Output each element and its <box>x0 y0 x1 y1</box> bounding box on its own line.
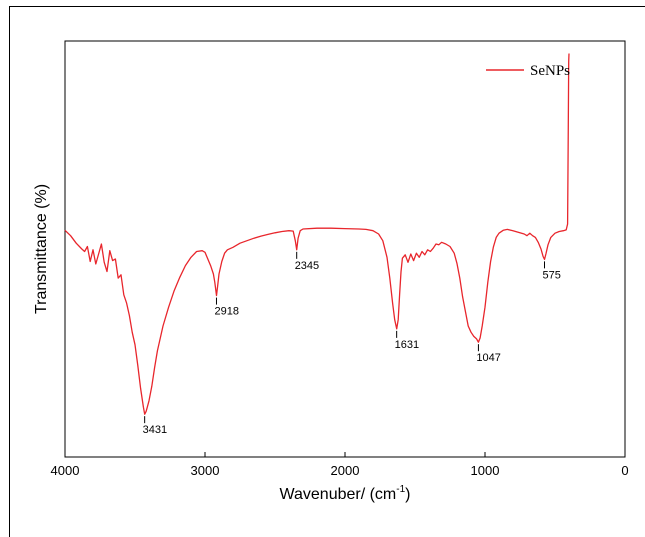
x-tick-label: 4000 <box>51 463 80 478</box>
x-tick-label: 2000 <box>331 463 360 478</box>
x-tick-label: 1000 <box>471 463 500 478</box>
peak-annotations: 3431 2918 2345 1631 1047 575 <box>143 251 561 436</box>
x-axis-ticks: 4000 3000 2000 1000 0 <box>51 452 629 478</box>
plot-area <box>64 40 626 458</box>
x-tick-label: 0 <box>621 463 628 478</box>
figure-frame-top <box>9 6 645 7</box>
y-axis-title: Transmittance (%) <box>33 184 50 314</box>
series-group <box>64 53 570 415</box>
x-axis-title: Wavenuber/ (cm-1) <box>279 484 410 503</box>
x-tick-label: 3000 <box>191 463 220 478</box>
legend: SeNPs <box>486 63 570 79</box>
peak-label-2345: 2345 <box>295 260 319 272</box>
series-line-senps <box>64 53 570 415</box>
peak-label-1047: 1047 <box>476 352 500 364</box>
x-axis-title-superscript: -1 <box>396 484 405 495</box>
legend-label-senps: SeNPs <box>530 63 570 79</box>
peak-label-575: 575 <box>543 269 561 281</box>
figure-frame-left <box>9 6 10 537</box>
peak-label-3431: 3431 <box>143 424 167 436</box>
peak-label-1631: 1631 <box>395 339 419 351</box>
x-axis-title-suffix: ) <box>405 486 410 503</box>
peak-label-2918: 2918 <box>214 306 238 318</box>
x-axis-title-main: Wavenuber/ (cm <box>279 486 396 503</box>
